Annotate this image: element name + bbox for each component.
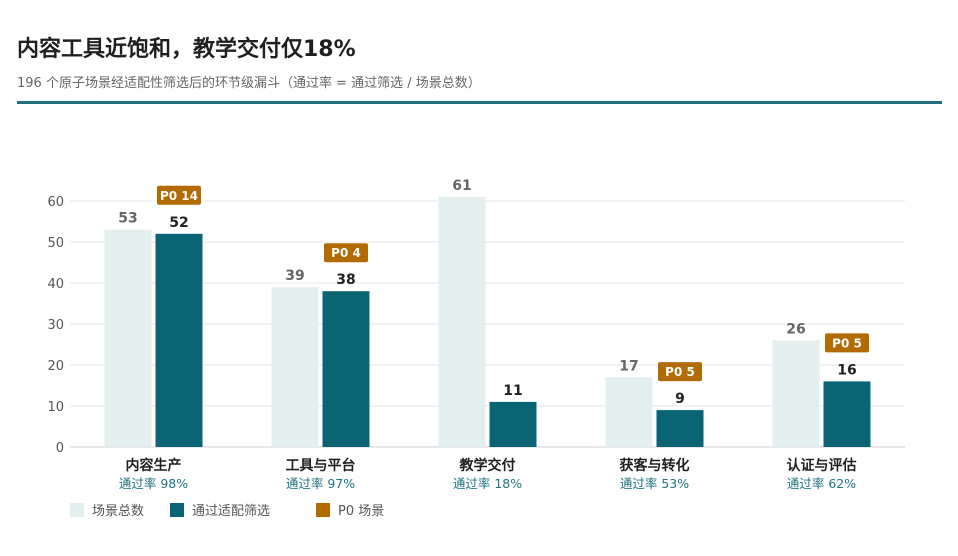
legend-item-p0: P0 场景: [316, 500, 384, 519]
p0-badge-label: P0 14: [160, 189, 198, 203]
p0-badge-label: P0 5: [665, 365, 695, 379]
p0-badge: [658, 362, 702, 382]
y-tick-label: 20: [47, 359, 64, 374]
pass-rate-label: 通过率 97%: [286, 476, 355, 491]
bar-passed: [155, 233, 203, 447]
p0-badge-label: P0 5: [832, 336, 862, 350]
p0-badge-label: P0 4: [331, 246, 361, 260]
p0-badge: [157, 185, 201, 205]
legend-label-p0: P0 场景: [338, 504, 385, 519]
bar-total: [772, 340, 820, 447]
y-tick-label: 30: [47, 318, 64, 333]
chart-title: 内容工具近饱和，教学交付仅18%: [17, 37, 356, 62]
bar-passed: [489, 401, 537, 447]
data-label-passed: 16: [837, 362, 856, 378]
x-category-label: 工具与平台: [286, 457, 356, 474]
p0-badge: [825, 333, 869, 353]
data-label-passed: 11: [503, 383, 522, 399]
legend-item-passed: 通过适配筛选: [170, 500, 270, 519]
chart-subtitle: 196 个原子场景经适配性筛选后的环节级漏斗（通过率 = 通过筛选 / 场景总数…: [17, 76, 481, 91]
y-tick-label: 0: [56, 441, 64, 456]
bar-total: [271, 287, 319, 447]
pass-rate-label: 通过率 53%: [620, 476, 689, 491]
bar-total: [438, 196, 486, 447]
y-tick-label: 50: [47, 236, 64, 251]
legend-swatch-p0: [316, 502, 330, 517]
legend-label-passed: 通过适配筛选: [192, 504, 271, 519]
bar-total: [605, 377, 653, 447]
p0-badge: [324, 243, 368, 263]
x-category-label: 认证与评估: [787, 457, 857, 474]
y-tick-label: 40: [47, 277, 64, 292]
data-label-passed: 38: [336, 272, 355, 288]
legend-item-total: 场景总数: [70, 500, 144, 519]
pass-rate-label: 通过率 98%: [119, 476, 188, 491]
legend-swatch-passed: [170, 502, 184, 517]
y-tick-label: 60: [47, 195, 64, 210]
data-label-passed: 9: [675, 391, 685, 407]
y-tick-label: 10: [47, 400, 64, 415]
data-label-total: 53: [118, 211, 137, 227]
data-label-total: 39: [285, 268, 304, 284]
legend-swatch-total: [70, 502, 84, 517]
bar-total: [104, 229, 152, 447]
header-divider: [17, 101, 942, 104]
x-category-label: 教学交付: [460, 457, 516, 474]
data-label-passed: 52: [169, 215, 188, 231]
data-label-total: 61: [452, 178, 471, 194]
x-category-label: 获客与转化: [620, 457, 690, 474]
pass-rate-label: 通过率 62%: [787, 476, 856, 491]
legend-label-total: 场景总数: [92, 504, 145, 519]
data-label-total: 17: [619, 358, 638, 374]
pass-rate-label: 通过率 18%: [453, 476, 522, 491]
bar-passed: [656, 410, 704, 447]
bar-passed: [322, 291, 370, 447]
x-category-label: 内容生产: [126, 457, 182, 474]
bar-passed: [823, 381, 871, 447]
data-label-total: 26: [786, 321, 805, 337]
